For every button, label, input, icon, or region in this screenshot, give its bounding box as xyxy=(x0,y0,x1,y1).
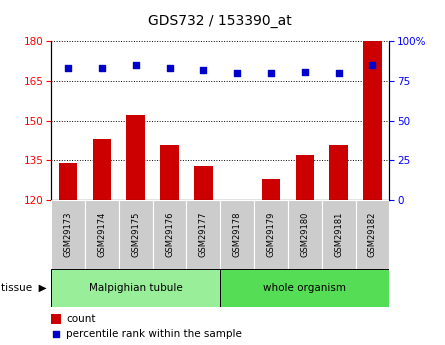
Bar xyxy=(288,200,322,269)
Bar xyxy=(153,200,186,269)
Text: GSM29181: GSM29181 xyxy=(334,212,343,257)
Text: GSM29173: GSM29173 xyxy=(64,212,73,257)
Bar xyxy=(51,314,61,324)
Bar xyxy=(51,269,220,307)
Point xyxy=(301,69,308,74)
Text: GSM29179: GSM29179 xyxy=(267,212,275,257)
Point xyxy=(65,66,72,71)
Bar xyxy=(93,139,111,200)
Text: count: count xyxy=(66,314,96,324)
Bar xyxy=(329,145,348,200)
Bar xyxy=(295,155,314,200)
Bar xyxy=(220,269,389,307)
Bar xyxy=(59,163,77,200)
Bar xyxy=(322,200,356,269)
Bar xyxy=(51,200,85,269)
Bar xyxy=(186,200,220,269)
Text: GSM29180: GSM29180 xyxy=(300,212,309,257)
Point xyxy=(98,66,105,71)
Text: GSM29175: GSM29175 xyxy=(131,212,140,257)
Point xyxy=(369,62,376,68)
Point xyxy=(132,62,139,68)
Text: GSM29176: GSM29176 xyxy=(165,212,174,257)
Point xyxy=(234,70,241,76)
Bar xyxy=(356,200,389,269)
Bar xyxy=(363,41,382,200)
Point xyxy=(166,66,173,71)
Point xyxy=(200,67,207,73)
Point xyxy=(267,70,275,76)
Text: percentile rank within the sample: percentile rank within the sample xyxy=(66,329,242,339)
Text: GSM29177: GSM29177 xyxy=(199,212,208,257)
Text: GSM29178: GSM29178 xyxy=(233,212,242,257)
Text: GDS732 / 153390_at: GDS732 / 153390_at xyxy=(148,14,292,28)
Bar xyxy=(194,166,213,200)
Point xyxy=(53,331,60,337)
Text: GSM29182: GSM29182 xyxy=(368,212,377,257)
Point xyxy=(335,70,342,76)
Bar xyxy=(119,200,153,269)
Bar xyxy=(160,145,179,200)
Bar xyxy=(85,200,119,269)
Bar xyxy=(262,179,280,200)
Bar xyxy=(254,200,288,269)
Text: whole organism: whole organism xyxy=(263,283,346,293)
Text: GSM29174: GSM29174 xyxy=(97,212,106,257)
Text: Malpighian tubule: Malpighian tubule xyxy=(89,283,182,293)
Bar xyxy=(220,200,254,269)
Bar xyxy=(126,116,145,200)
Text: tissue  ▶: tissue ▶ xyxy=(1,283,47,293)
